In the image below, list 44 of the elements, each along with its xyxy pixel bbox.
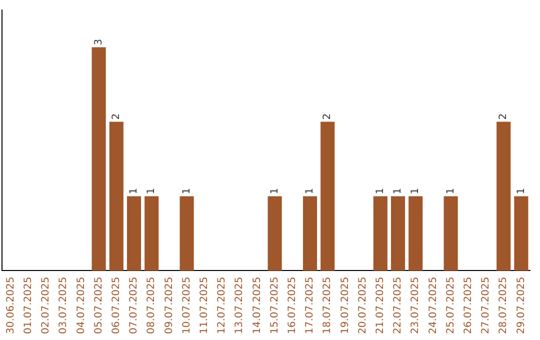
x-tick-label: 25.07.2025 (445, 276, 456, 334)
x-tick-label: 14.07.2025 (252, 276, 263, 334)
data-label: 3 (93, 38, 104, 46)
x-tick-label: 29.07.2025 (516, 276, 527, 334)
x-tick-label: 07.07.2025 (128, 276, 140, 334)
data-label: 1 (445, 188, 456, 194)
x-tick-label: 30.06.2025 (5, 276, 16, 334)
x-tick-label: 28.07.2025 (498, 276, 510, 334)
x-tick-label: 24.07.2025 (428, 276, 439, 334)
x-tick-label: 20.07.2025 (357, 276, 368, 334)
data-label: 2 (322, 113, 334, 120)
x-tick-label: 10.07.2025 (181, 276, 192, 334)
x-tick-label: 02.07.2025 (40, 276, 52, 334)
x-tick-label: 19.07.2025 (340, 276, 351, 334)
data-label: 1 (128, 188, 140, 194)
x-tick-label: 15.07.2025 (269, 276, 280, 334)
x-tick-label: 27.07.2025 (480, 276, 492, 334)
data-label: 1 (269, 188, 280, 194)
x-tick-label: 03.07.2025 (58, 276, 70, 334)
x-tick-label: 17.07.2025 (304, 276, 316, 334)
data-label: 2 (110, 113, 122, 120)
data-label: 1 (410, 188, 422, 194)
data-label: 1 (146, 188, 158, 194)
data-label: 1 (392, 188, 404, 194)
data-label: 1 (304, 188, 316, 194)
x-tick-label: 01.07.2025 (22, 276, 34, 334)
data-label: 2 (498, 113, 510, 120)
x-tick-label: 18.07.2025 (322, 276, 334, 334)
x-tick-label: 09.07.2025 (164, 276, 175, 334)
x-tick-label: 21.07.2025 (374, 276, 386, 334)
data-label: 1 (516, 188, 527, 194)
x-tick-label: 23.07.2025 (410, 276, 422, 334)
x-tick-label: 13.07.2025 (234, 276, 246, 334)
x-tick-label: 11.07.2025 (198, 276, 210, 334)
x-tick-label: 22.07.2025 (392, 276, 404, 334)
data-label: 1 (374, 188, 386, 194)
data-label: 1 (181, 188, 192, 194)
x-tick-label: 04.07.2025 (76, 276, 87, 334)
x-tick-label: 05.07.2025 (93, 276, 104, 334)
x-tick-label: 16.07.2025 (286, 276, 298, 334)
x-tick-label: 08.07.2025 (146, 276, 158, 334)
x-tick-label: 26.07.2025 (462, 276, 474, 334)
x-tick-label: 12.07.2025 (216, 276, 228, 334)
x-tick-label: 06.07.2025 (110, 276, 122, 334)
